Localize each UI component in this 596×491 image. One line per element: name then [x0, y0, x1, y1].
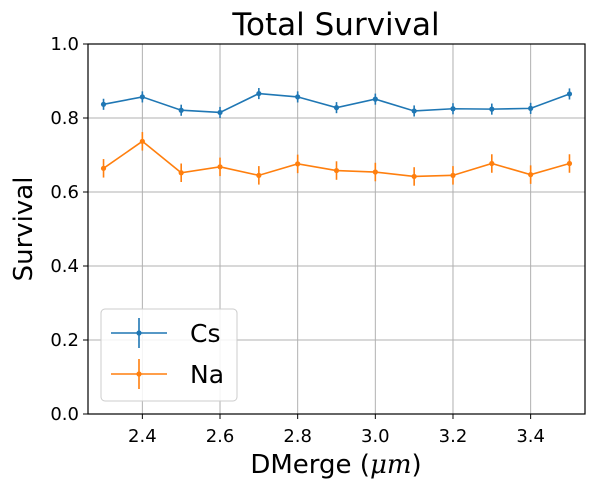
x-tick-label: 2.8 [283, 426, 312, 447]
x-tick-label: 2.6 [206, 426, 235, 447]
legend-box [100, 308, 238, 402]
y-tick-label: 0.4 [50, 256, 79, 277]
x-axis-unit: μm [370, 450, 412, 480]
na-data-point [295, 161, 301, 167]
cs-data-point [528, 105, 534, 111]
na-data-point [489, 160, 495, 167]
na-data-point [372, 169, 378, 175]
x-tick-label: 3.2 [439, 426, 468, 447]
plot-frame [87, 43, 586, 415]
axis-ticks: 2.4 2.6 2.8 3.0 3.2 3.4 0.0 0.2 0.4 0.6 0.8 1.0 [50, 34, 545, 447]
series-na [100, 132, 573, 186]
legend-na-label: Na [190, 360, 224, 389]
y-tick-label: 0.6 [50, 182, 79, 203]
cs-data-point [566, 91, 573, 97]
na-data-point [178, 170, 184, 176]
cs-data-point [372, 96, 378, 102]
cs-data-point [217, 109, 223, 116]
x-tick-label: 2.4 [128, 426, 157, 447]
series-cs [100, 88, 573, 118]
cs-data-point [178, 107, 184, 113]
y-tick-label: 1.0 [50, 34, 79, 55]
na-data-point [450, 172, 456, 178]
y-tick-label: 0.8 [50, 108, 79, 129]
cs-data-point [333, 105, 340, 111]
y-tick-label: 0.0 [50, 404, 79, 425]
x-axis-label: DMerge (μm) [250, 450, 421, 480]
legend: Cs Na [100, 308, 238, 402]
na-data-point [256, 172, 262, 178]
legend-cs-label: Cs [190, 319, 220, 348]
cs-data-point [411, 108, 417, 114]
y-tick-label: 0.2 [50, 330, 79, 351]
cs-data-point [100, 101, 107, 107]
na-data-point [528, 172, 534, 178]
na-data-point [411, 173, 417, 180]
cs-data-point [139, 94, 145, 100]
legend-cs-marker [136, 330, 142, 336]
x-tick-label: 3.0 [361, 426, 390, 447]
x-axis-label-text: DMerge [250, 450, 359, 480]
chart-title: Total Survival [231, 7, 439, 43]
cs-data-point [450, 106, 456, 112]
legend-na-marker [136, 371, 142, 377]
na-data-point [139, 138, 145, 144]
plot-area [100, 88, 573, 186]
na-data-point [100, 165, 107, 171]
cs-data-point [295, 94, 301, 100]
cs-data-point [489, 106, 495, 112]
na-data-point [333, 167, 340, 174]
na-data-point [566, 160, 573, 167]
na-data-point [217, 164, 223, 170]
y-axis-label: Survival [9, 177, 39, 282]
x-tick-label: 3.4 [516, 426, 545, 447]
cs-data-point [256, 90, 262, 97]
